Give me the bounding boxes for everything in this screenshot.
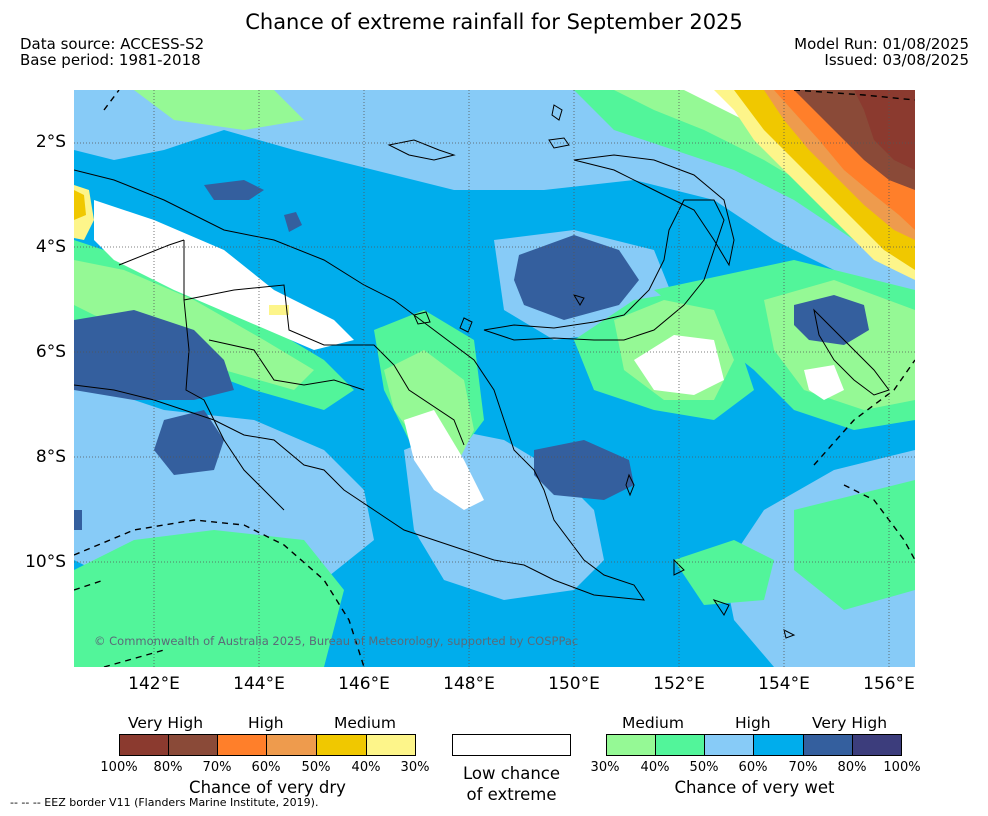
copyright-note: © Commonwealth of Australia 2025, Bureau… [94,634,579,648]
low-chance-swatch [452,734,571,756]
lat-label-2s: 2°S [35,132,66,152]
dry-tick-60: 60% [251,760,281,775]
dry-swatch-3 [217,734,267,756]
dry-caption: Chance of very dry [189,778,346,797]
lat-label-10s: 10°S [25,552,66,572]
dry-swatch-2 [168,734,218,756]
lon-label-144e: 144°E [233,674,285,694]
dry-category-very-high: Very High [128,714,204,732]
dry-swatch-6 [366,734,416,756]
coastlines [74,104,890,639]
wet-tick-80: 80% [837,760,867,775]
map-canvas [74,90,915,667]
low-chance-caption-1: Low chance [462,764,561,783]
rainfall-map: © Commonwealth of Australia 2025, Bureau… [74,90,915,667]
lon-label-154e: 154°E [758,674,810,694]
lon-label-152e: 152°E [653,674,705,694]
lon-label-146e: 146°E [338,674,390,694]
wet-category-high: High [735,714,771,732]
lat-label-4s: 4°S [35,237,66,257]
dry-swatch-5 [316,734,367,756]
wet-tick-40: 40% [640,760,670,775]
wet-swatch-2 [655,734,705,756]
low-chance-caption-2: of extreme [466,785,557,804]
base-period-label: Base period: 1981-2018 [20,51,201,69]
wet-swatch-6 [852,734,902,756]
lon-label-148e: 148°E [443,674,495,694]
wet-70-80-zones [74,180,869,530]
lon-label-142e: 142°E [128,674,180,694]
dry-category-medium: Medium [334,714,396,732]
wet-tick-70: 70% [788,760,818,775]
dry-tick-40: 40% [351,760,381,775]
dry-category-high: High [248,714,284,732]
lon-label-156e: 156°E [863,674,915,694]
wet-swatch-4 [753,734,804,756]
dry-zones [74,90,915,315]
wet-swatch-5 [803,734,853,756]
graticule [74,90,915,667]
wet-tick-60: 60% [738,760,768,775]
eez-footnote: -- -- -- EEZ border V11 (Flanders Marine… [10,796,319,809]
dry-tick-50: 50% [301,760,331,775]
data-source-label: Data source: ACCESS-S2 [20,35,205,53]
wet-tick-50: 50% [689,760,719,775]
wet-caption: Chance of very wet [674,778,835,797]
map-title: Chance of extreme rainfall for September… [245,10,743,34]
wet-category-very-high: Very High [812,714,888,732]
dry-tick-100: 100% [100,760,138,775]
issued-label: Issued: 03/08/2025 [824,51,969,69]
wet-swatch-3 [704,734,754,756]
wet-swatch-1 [606,734,656,756]
national-borders [118,239,465,511]
dry-swatch-1 [119,734,169,756]
lon-label-150e: 150°E [548,674,600,694]
model-run-label: Model Run: 01/08/2025 [794,35,969,53]
wet-tick-30: 30% [590,760,620,775]
lat-label-6s: 6°S [35,342,66,362]
wet-category-medium: Medium [622,714,684,732]
dry-swatch-4 [266,734,317,756]
dry-tick-70: 70% [202,760,232,775]
dry-tick-80: 80% [153,760,183,775]
lat-label-8s: 8°S [35,447,66,467]
wet-30-40-zones [74,90,915,470]
dry-tick-30: 30% [400,760,430,775]
wet-tick-100: 100% [883,760,921,775]
